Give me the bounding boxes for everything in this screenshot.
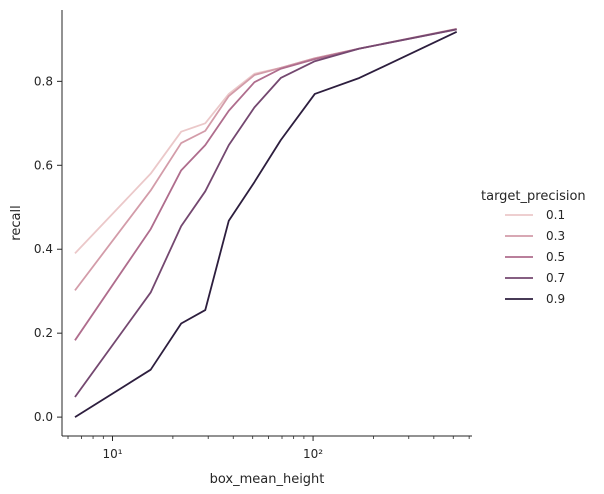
y-tick-label: 0.6	[34, 158, 53, 172]
series-line-0-1	[74, 28, 457, 255]
series-line-0-5	[74, 28, 457, 341]
y-tick-label: 0.0	[34, 410, 53, 424]
legend-label: 0.1	[546, 208, 565, 222]
y-tick-label: 0.4	[34, 242, 53, 256]
axes	[61, 10, 472, 437]
x-axis-ticks: 10¹ 10²	[67, 436, 470, 461]
legend-label: 0.3	[546, 229, 565, 243]
y-axis-ticks: 0.0 0.2 0.4 0.6 0.8	[34, 74, 62, 424]
y-tick-label: 0.2	[34, 326, 53, 340]
series-line-0-7	[74, 28, 457, 398]
legend-label: 0.9	[546, 292, 565, 306]
series-line-0-3	[74, 28, 457, 291]
legend: target_precision 0.1 0.3 0.5 0.7 0.9	[481, 189, 586, 306]
legend-label: 0.5	[546, 250, 565, 264]
series-line-0-9	[74, 31, 458, 418]
x-tick-label: 10²	[303, 447, 323, 461]
y-tick-label: 0.8	[34, 74, 53, 88]
legend-label: 0.7	[546, 271, 565, 285]
series-lines	[74, 28, 458, 418]
x-tick-label: 10¹	[102, 447, 122, 461]
y-axis-label: recall	[9, 205, 24, 240]
legend-title: target_precision	[481, 189, 586, 204]
x-axis-label: box_mean_height	[210, 472, 325, 487]
